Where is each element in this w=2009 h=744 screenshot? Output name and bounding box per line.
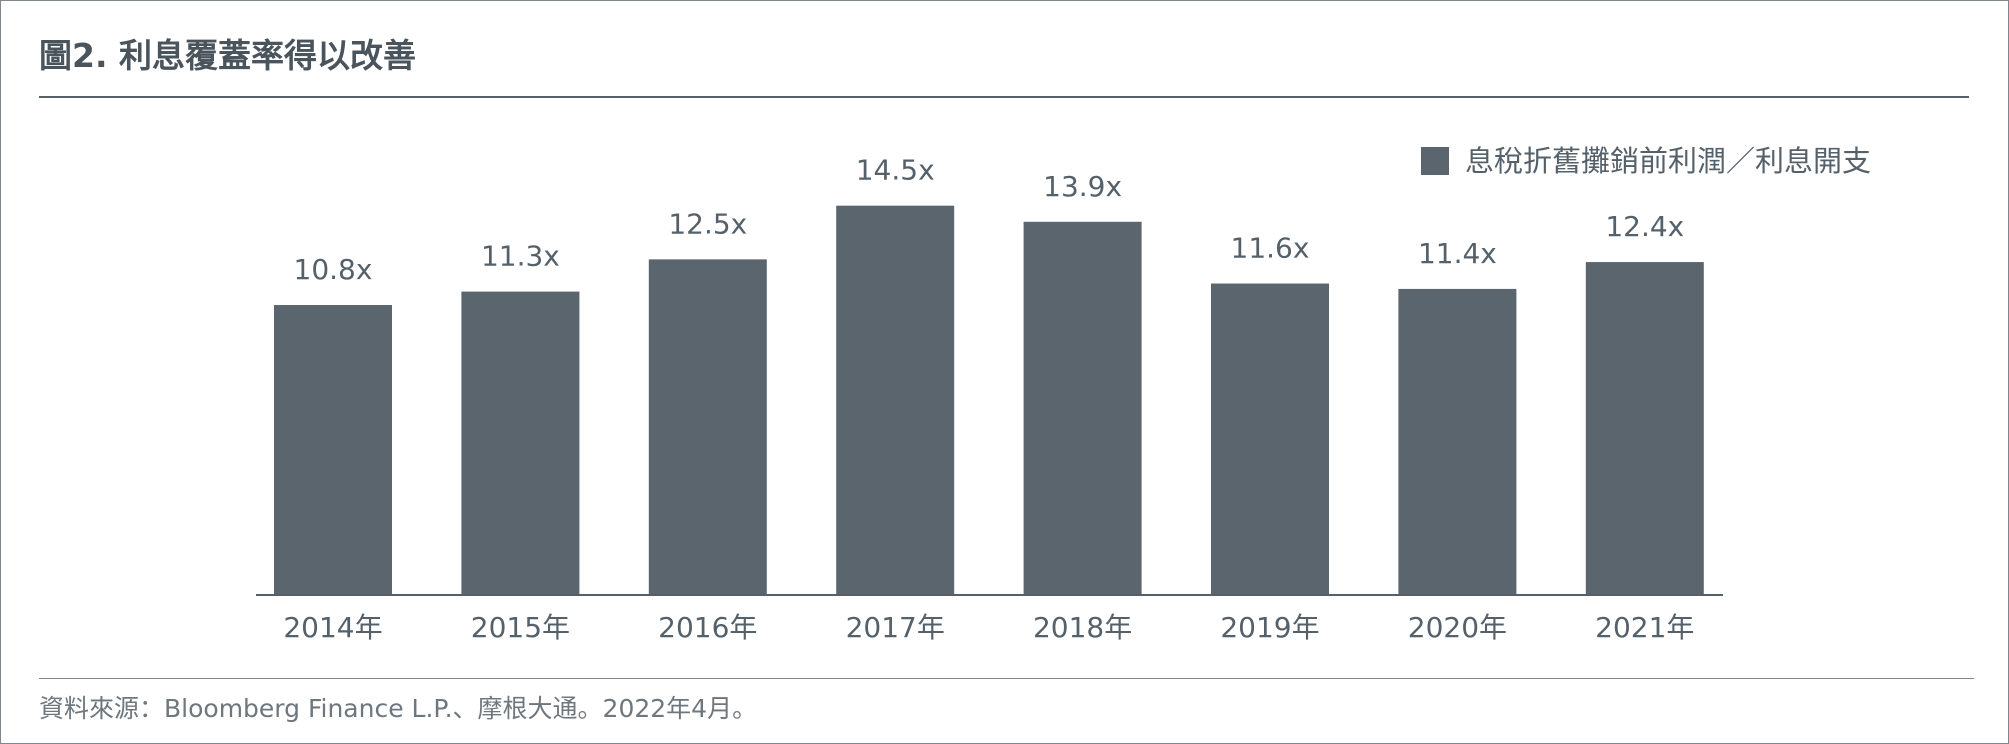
footer-divider: [39, 678, 1974, 679]
bar-7: [1585, 262, 1704, 595]
x-tick-label-0: 2014年: [283, 611, 382, 644]
x-tick-label-2: 2016年: [658, 611, 757, 644]
x-tick-label-7: 2021年: [1595, 611, 1694, 644]
bar-2: [648, 259, 767, 595]
bar-0: [274, 305, 392, 595]
data-label-0: 10.8x: [294, 253, 373, 286]
source-note: 資料來源：Bloomberg Finance L.P.、摩根大通。2022年4月…: [39, 694, 758, 723]
title-divider: [39, 96, 1969, 98]
x-tick-label-4: 2018年: [1033, 611, 1132, 644]
data-label-6: 11.4x: [1418, 237, 1497, 270]
x-tick-label-6: 2020年: [1408, 611, 1507, 644]
legend-label: 息稅折舊攤銷前利潤／利息開支: [1465, 144, 1871, 178]
legend-swatch: [1421, 147, 1449, 175]
bar-3: [836, 205, 955, 596]
data-label-4: 13.9x: [1043, 170, 1122, 203]
data-label-1: 11.3x: [481, 240, 560, 273]
x-tick-label-1: 2015年: [471, 611, 570, 644]
data-label-5: 11.6x: [1231, 232, 1310, 265]
bar-4: [1023, 221, 1142, 595]
bar-1: [461, 291, 580, 595]
x-tick-label-3: 2017年: [846, 611, 945, 644]
x-tick-label-5: 2019年: [1220, 611, 1319, 644]
bar-6: [1398, 288, 1517, 595]
chart-title: 圖2. 利息覆蓋率得以改善: [39, 36, 416, 75]
data-label-2: 12.5x: [668, 207, 747, 240]
bar-5: [1211, 283, 1329, 595]
data-label-7: 12.4x: [1605, 210, 1684, 243]
data-label-3: 14.5x: [856, 154, 935, 187]
